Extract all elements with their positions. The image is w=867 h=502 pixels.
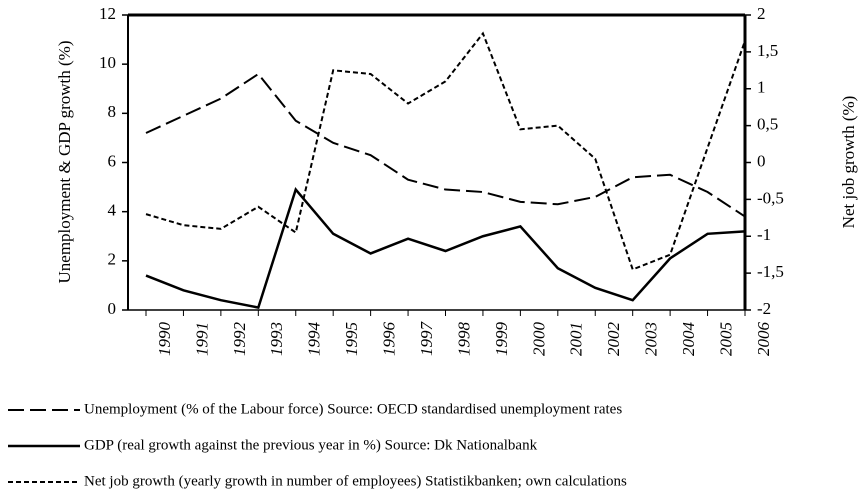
x-tick-label: 1995 [342, 322, 361, 356]
series-line [145, 31, 746, 271]
y-tick-label: 10 [99, 53, 116, 72]
x-tick-label: 1990 [155, 322, 174, 357]
y2-axis-label: Net job growth (%) [839, 96, 858, 229]
y2-tick-label: -1 [757, 225, 771, 244]
y-tick-label: 0 [108, 299, 117, 318]
y2-tick-label: 1,5 [757, 41, 778, 60]
x-tick-label: 2002 [604, 322, 623, 357]
x-tick-label: 1993 [267, 322, 286, 356]
x-tick-label: 1998 [454, 322, 473, 357]
y-axis-label: Unemployment & GDP growth (%) [55, 40, 74, 283]
y2-tick-label: -2 [757, 299, 771, 318]
x-tick-label: 1997 [417, 321, 436, 357]
series-line [145, 72, 746, 218]
x-tick-label: 2006 [754, 322, 773, 357]
x-tick-label: 2003 [642, 322, 661, 356]
x-tick-label: 2004 [679, 322, 698, 357]
x-tick-label: 2005 [716, 322, 735, 356]
y2-tick-label: -1,5 [757, 262, 784, 281]
y-tick-label: 4 [108, 201, 117, 220]
x-tick-label: 2000 [529, 322, 548, 357]
x-tick-label: 1994 [305, 322, 324, 357]
legend-label: Net job growth (yearly growth in number … [84, 473, 627, 489]
x-tick-label: 1999 [492, 322, 511, 357]
legend-label: Unemployment (% of the Labour force) Sou… [84, 401, 622, 417]
series-line [145, 187, 746, 309]
x-tick-label: 1992 [230, 322, 249, 357]
y-tick-label: 2 [108, 250, 117, 269]
y2-tick-label: 0 [757, 151, 766, 170]
y-tick-label: 8 [108, 102, 117, 121]
y2-tick-label: 2 [757, 4, 766, 23]
legend-label: GDP (real growth against the previous ye… [84, 437, 538, 453]
x-tick-label: 2001 [567, 322, 586, 356]
y-tick-label: 12 [99, 4, 116, 23]
y2-tick-label: 1 [757, 78, 766, 97]
x-tick-label: 1991 [192, 322, 211, 356]
y2-tick-label: 0,5 [757, 115, 778, 134]
x-tick-label: 1996 [380, 322, 399, 357]
y2-tick-label: -0,5 [757, 188, 784, 207]
y-tick-label: 6 [108, 151, 117, 170]
